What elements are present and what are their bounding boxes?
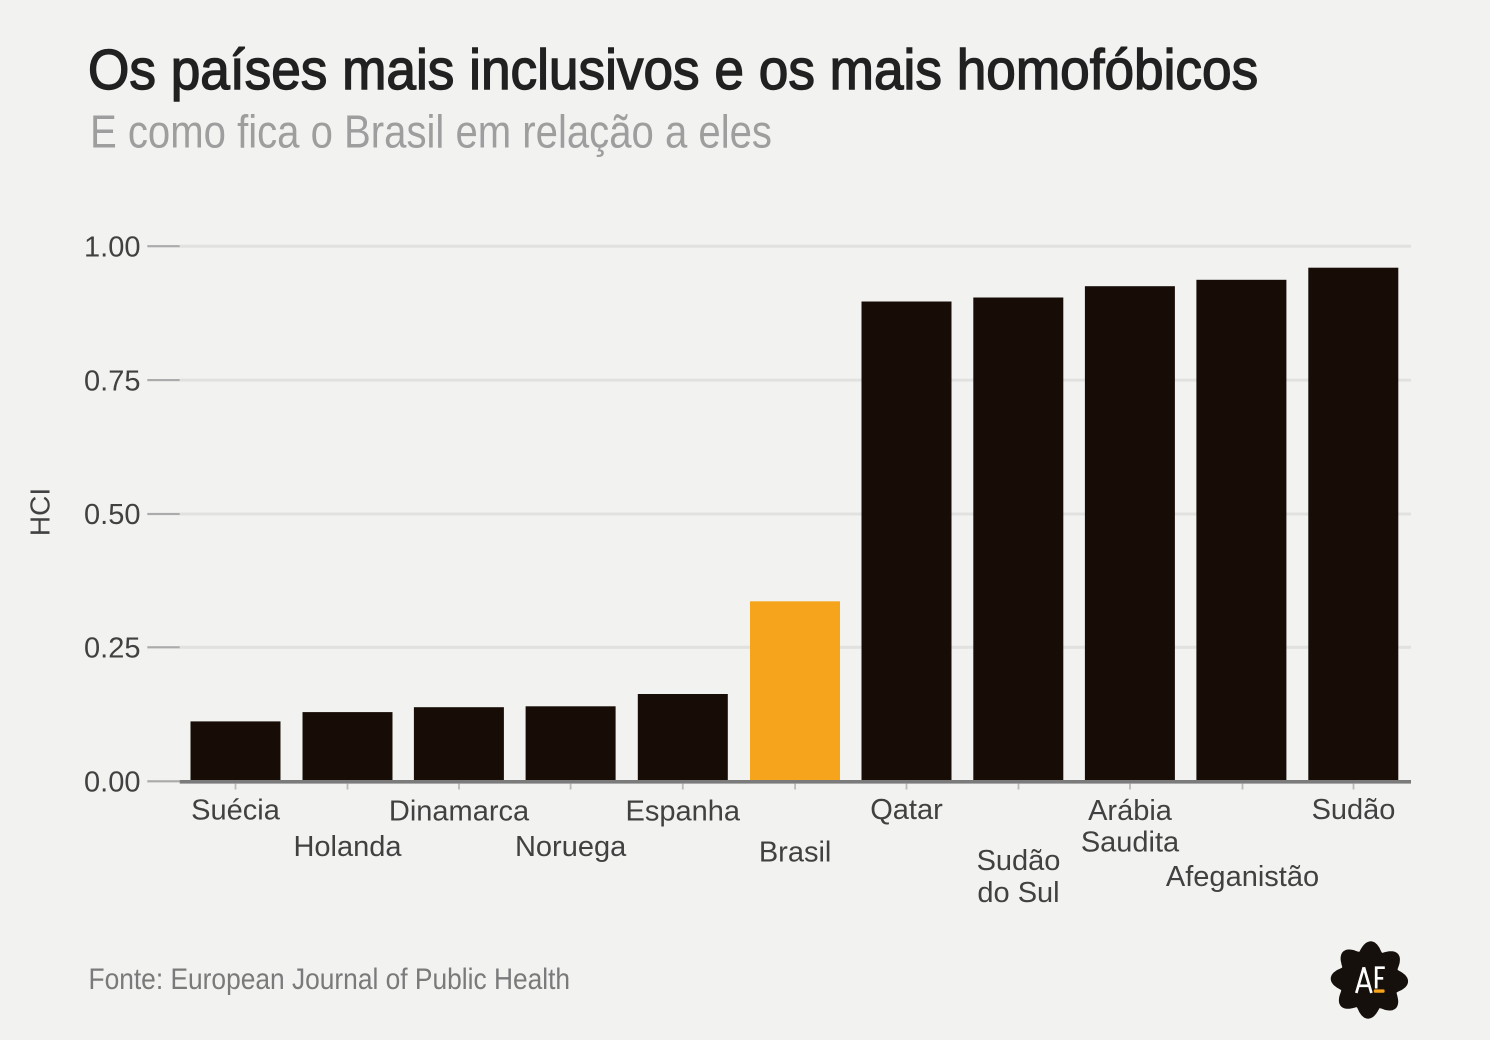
- svg-text:Suécia: Suécia: [191, 795, 281, 827]
- svg-text:0.75: 0.75: [84, 365, 140, 397]
- svg-text:0.50: 0.50: [84, 499, 140, 531]
- svg-text:0.00: 0.00: [84, 767, 140, 799]
- svg-text:Qatar: Qatar: [870, 794, 943, 826]
- svg-text:E como fica o Brasil em relaçã: E como fica o Brasil em relação a eles: [90, 107, 772, 158]
- svg-text:Brasil: Brasil: [759, 837, 832, 869]
- svg-text:Sudão: Sudão: [977, 845, 1061, 877]
- svg-text:Noruega: Noruega: [515, 831, 627, 863]
- svg-text:HCI: HCI: [25, 488, 56, 536]
- svg-text:Sudão: Sudão: [1312, 794, 1396, 826]
- svg-text:Saudita: Saudita: [1081, 827, 1180, 859]
- svg-text:Fonte: European Journal of Pub: Fonte: European Journal of Public Health: [89, 961, 571, 995]
- svg-text:1.00: 1.00: [84, 231, 140, 263]
- svg-text:Dinamarca: Dinamarca: [389, 796, 530, 828]
- svg-text:do Sul: do Sul: [977, 877, 1059, 909]
- svg-text:Espanha: Espanha: [626, 796, 741, 828]
- svg-text:Afeganistão: Afeganistão: [1166, 861, 1319, 893]
- svg-text:0.25: 0.25: [84, 633, 140, 665]
- svg-text:Holanda: Holanda: [293, 831, 402, 863]
- svg-text:Os países mais inclusivos e os: Os países mais inclusivos e os mais homo…: [88, 37, 1258, 101]
- svg-text:Arábia: Arábia: [1088, 795, 1173, 827]
